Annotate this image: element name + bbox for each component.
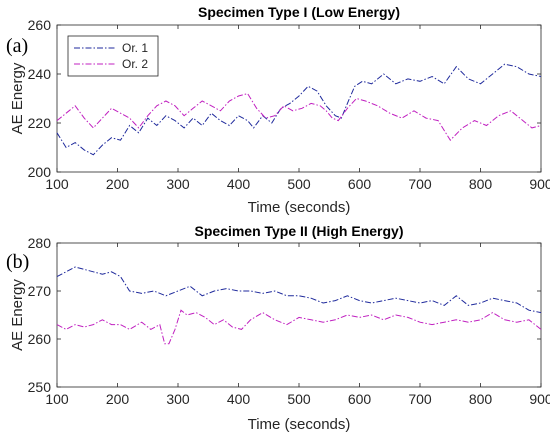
y-tick-label: 200 <box>28 164 52 180</box>
y-tick-label: 260 <box>28 17 52 33</box>
y-tick-label: 280 <box>28 235 52 251</box>
x-tick-label: 900 <box>529 391 550 407</box>
x-axis-label: Time (seconds) <box>248 416 351 433</box>
x-tick-label: 300 <box>166 176 190 192</box>
y-tick-label: 260 <box>28 331 52 347</box>
chart-panel-a: 100 200 300 400 500 600 700 800 900200220240260S… <box>6 4 550 216</box>
panel-label: (a) <box>6 35 28 57</box>
x-tick-label: 300 <box>166 391 190 407</box>
y-tick-label: 250 <box>28 379 52 395</box>
x-tick-label: 600 <box>348 176 372 192</box>
chart-panel-b: 100 200 300 400 500 600 700 800 900 250 260 270 280 S… <box>6 223 550 433</box>
x-tick-label: 700 <box>408 391 432 407</box>
y-axis-label: AE Energy <box>9 279 26 351</box>
x-tick-label: 100 <box>45 391 69 407</box>
series-line-or-1 <box>56 266 542 314</box>
x-tick-label: 900 <box>529 176 550 192</box>
x-tick-label: 100 <box>45 176 69 192</box>
chart-title: Specimen Type II (High Energy) <box>194 223 403 239</box>
x-tick-label: 500 <box>287 391 311 407</box>
x-tick-label: 800 <box>469 176 493 192</box>
legend-label: Or. 2 <box>122 57 148 71</box>
legend-label: Or. 1 <box>122 41 148 55</box>
x-tick-label: 500 <box>287 176 311 192</box>
x-tick-label: 600 <box>348 391 372 407</box>
y-tick-label: 270 <box>28 283 52 299</box>
x-tick-label: 400 <box>227 176 251 192</box>
x-tick-label: 400 <box>227 391 251 407</box>
series-line-or-2 <box>56 309 542 345</box>
x-axis-label: Time (seconds) <box>248 199 351 216</box>
plot-area <box>56 242 542 388</box>
x-tick-label: 200 <box>106 391 130 407</box>
y-axis-label: AE Energy <box>9 62 26 134</box>
legend-box <box>67 35 159 77</box>
y-tick-label: 220 <box>28 115 52 131</box>
series-line-or-1 <box>56 63 542 156</box>
x-tick-label: 800 <box>469 391 493 407</box>
panel-label: (b) <box>6 251 29 273</box>
x-tick-label: 200 <box>106 176 130 192</box>
chart-title: Specimen Type I (Low Energy) <box>198 4 400 20</box>
x-tick-label: 700 <box>408 176 432 192</box>
series-line-or-2 <box>56 93 542 142</box>
y-tick-label: 240 <box>28 66 52 82</box>
